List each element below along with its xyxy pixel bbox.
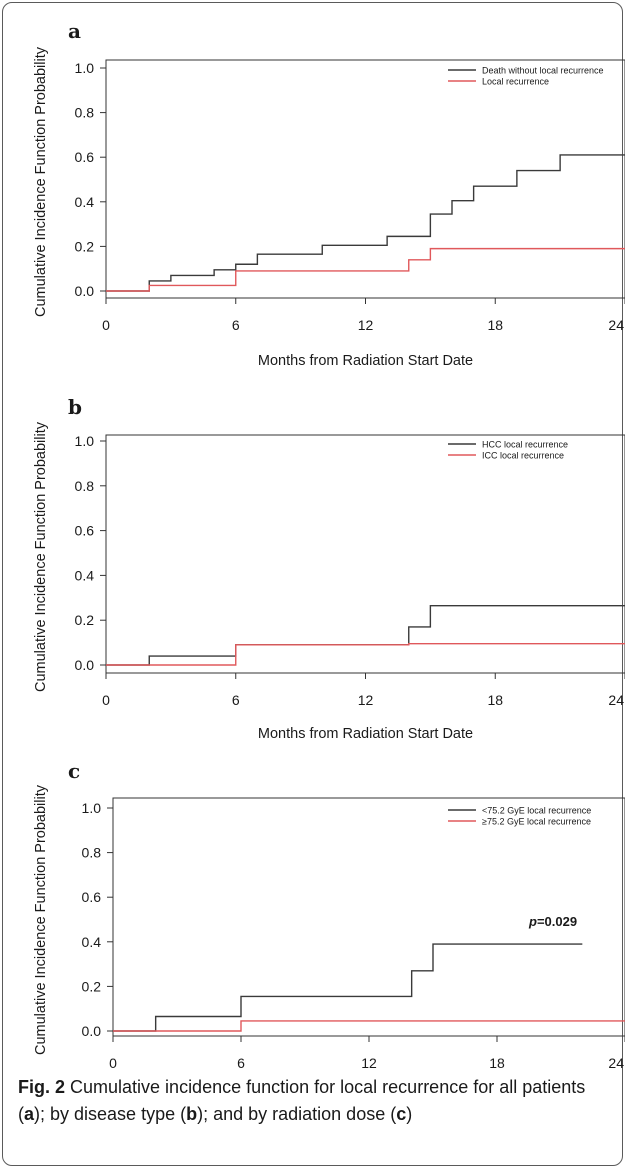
y-tick-label: 1.0 <box>82 800 102 816</box>
x-axis-label: Months from Radiation Start Date <box>258 726 473 742</box>
x-tick-label: 18 <box>487 317 503 333</box>
caption-text-2: ); by disease type ( <box>34 1104 187 1124</box>
x-tick-label: 12 <box>358 692 374 708</box>
y-axis-label: Cumulative Incidence Function Probabilit… <box>33 784 49 1055</box>
legend-entry: Local recurrence <box>482 77 549 87</box>
p-value-symbol: p <box>528 914 537 929</box>
y-tick-label: 0.2 <box>82 978 102 994</box>
y-tick-label: 0.0 <box>75 657 95 673</box>
series-line-1 <box>113 943 583 1032</box>
caption-letter-c: c <box>396 1104 407 1124</box>
y-tick-label: 0.6 <box>82 889 102 905</box>
y-tick-label: 1.0 <box>75 60 95 76</box>
x-tick-label: 0 <box>109 1055 117 1070</box>
x-tick-label: 0 <box>102 692 110 708</box>
y-tick-label: 1.0 <box>75 433 95 449</box>
y-axis-label: Cumulative Incidence Function Probabilit… <box>33 421 49 692</box>
x-tick-label: 24 <box>608 1055 624 1070</box>
series-line-1 <box>106 604 625 666</box>
p-value-text: =0.029 <box>537 914 577 929</box>
y-tick-label: 0.6 <box>75 149 95 165</box>
chart-panel-a: a 0.0 0.2 0.4 0.6 0.8 1.0 0 6 12 18 24 Months from R… <box>33 19 625 369</box>
x-tick-label: 24 <box>608 692 624 708</box>
legend-entry: <75.2 GyE local recurrence <box>482 806 591 816</box>
figure-panels: a 0.0 0.2 0.4 0.6 0.8 1.0 0 6 12 18 24 Months from R… <box>33 19 625 1070</box>
series-line-2 <box>113 1020 625 1032</box>
caption-letter-a: a <box>24 1104 35 1124</box>
caption-text-1: Cumulative incidence function for local … <box>18 1077 586 1124</box>
y-tick-label: 0.2 <box>75 612 95 628</box>
y-tick-label: 0.6 <box>75 523 95 539</box>
x-tick-label: 18 <box>489 1055 505 1070</box>
legend-entry: ICC local recurrence <box>482 451 564 461</box>
panel-letter: c <box>68 759 80 783</box>
series-line-2 <box>106 643 625 666</box>
series-line-1 <box>106 154 625 292</box>
x-tick-label: 18 <box>487 692 503 708</box>
caption-text-4: ) <box>406 1104 413 1124</box>
series-line-2 <box>106 247 625 292</box>
plot-area <box>105 59 625 299</box>
legend-entry: ≥75.2 GyE local recurrence <box>482 817 591 827</box>
x-tick-label: 6 <box>237 1055 245 1070</box>
x-tick-label: 24 <box>608 317 624 333</box>
x-tick-label: 6 <box>232 317 240 333</box>
x-tick-label: 12 <box>358 317 374 333</box>
panel-letter: b <box>68 395 82 419</box>
legend-entry: HCC local recurrence <box>482 440 568 450</box>
chart-panel-b: b 0.0 0.2 0.4 0.6 0.8 1.0 0 6 12 18 24 Months from R… <box>33 395 625 742</box>
legend-entry: Death without local recurrence <box>482 66 604 76</box>
y-tick-label: 0.8 <box>75 478 95 494</box>
x-tick-label: 12 <box>361 1055 377 1070</box>
caption-letter-b: b <box>186 1104 198 1124</box>
panel-letter: a <box>68 19 81 43</box>
y-tick-label: 0.4 <box>75 194 95 210</box>
y-tick-label: 0.4 <box>82 934 102 950</box>
x-axis-label: Months from Radiation Start Date <box>258 353 473 369</box>
y-axis-label: Cumulative Incidence Function Probabilit… <box>33 46 49 317</box>
y-tick-label: 0.2 <box>75 238 95 254</box>
y-tick-label: 0.4 <box>75 567 95 583</box>
plot-area <box>105 434 625 674</box>
x-tick-label: 0 <box>102 317 110 333</box>
y-tick-label: 0.0 <box>75 283 95 299</box>
x-tick-label: 6 <box>232 692 240 708</box>
caption-label: Fig. 2 <box>18 1077 66 1097</box>
y-tick-label: 0.8 <box>75 105 95 121</box>
caption-text-3: ); and by radiation dose ( <box>197 1104 397 1124</box>
figure-caption: Fig. 2 Cumulative incidence function for… <box>18 1074 608 1128</box>
y-tick-label: 0.0 <box>82 1023 102 1039</box>
y-tick-label: 0.8 <box>82 845 102 861</box>
p-value-annotation: p=0.029 <box>528 914 577 929</box>
